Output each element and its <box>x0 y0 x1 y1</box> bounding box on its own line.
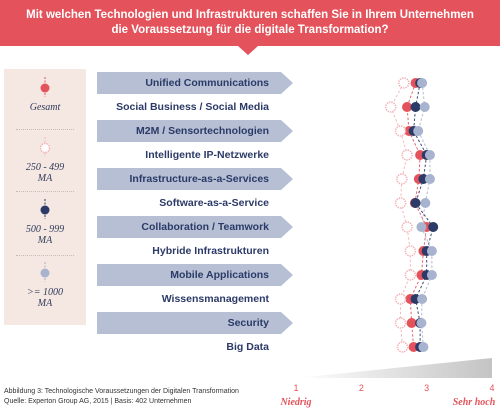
category-band <box>97 264 293 286</box>
data-point-250-499-ma <box>396 173 408 185</box>
question-line-2: die Voraussetzung für die digitale Trans… <box>111 24 389 36</box>
legend-divider <box>16 255 74 256</box>
category-label-big-data: Big Data <box>226 341 269 353</box>
question-line-1: Mit welchen Technologien und Infrastrukt… <box>26 9 474 21</box>
banner-notch <box>238 46 258 55</box>
data-point-250-499-ma <box>394 317 407 329</box>
data-point-1000-ma <box>416 318 427 328</box>
data-point-1000-ma <box>418 342 429 352</box>
x-label-high: Sehr hoch <box>453 397 496 408</box>
figure-footer: Abbildung 3: Technologische Voraussetzun… <box>4 387 239 407</box>
category-label-hybride-infrastrukturen: Hybride Infrastrukturen <box>152 245 269 257</box>
legend-marker-250-499 <box>39 137 51 157</box>
data-point-1000-ma <box>424 174 435 184</box>
data-point-250-499-ma <box>404 269 417 281</box>
scale-wedge <box>296 358 492 378</box>
legend-divider <box>16 191 74 192</box>
data-point-1000-ma <box>413 126 424 136</box>
category-band <box>97 216 293 238</box>
data-point-250-499-ma <box>394 293 407 305</box>
category-label-social-business-social-media: Social Business / Social Media <box>116 101 269 113</box>
x-tick-label: 1 <box>293 383 298 393</box>
legend-label-1000: >= 1000 MA <box>4 287 86 309</box>
legend-item-500-999: 500 - 999 MA <box>4 199 86 246</box>
legend-label-250-499: 250 - 499 MA <box>4 162 86 184</box>
data-point-250-499-ma <box>384 101 397 113</box>
figure-source: Quelle: Experton Group AG, 2015 | Basis:… <box>4 398 192 405</box>
category-label-software-as-a-service: Software-as-a-Service <box>159 197 269 209</box>
data-point-500-999-ma <box>410 198 421 208</box>
data-point-1000-ma <box>417 78 428 88</box>
category-band <box>97 120 293 142</box>
data-point-gesamt <box>406 318 417 328</box>
category-label-security: Security <box>227 317 269 329</box>
category-label-unified-communications: Unified Communications <box>145 77 269 89</box>
legend-label-1000-text: >= 1000 MA <box>27 287 63 309</box>
category-label-mobile-applications: Mobile Applications <box>170 269 269 281</box>
legend-marker-gesamt <box>40 77 50 97</box>
x-tick-label: 2 <box>359 383 364 393</box>
legend-label-500-999: 500 - 999 MA <box>4 224 86 246</box>
x-label-low: Niedrig <box>279 397 311 408</box>
x-tick-label: 3 <box>424 383 429 393</box>
legend-label-500-999-text: 500 - 999 MA <box>25 224 65 246</box>
data-point-1000-ma <box>416 222 427 232</box>
question-banner: Mit welchen Technologien und Infrastrukt… <box>0 0 500 46</box>
data-point-250-499-ma <box>396 341 409 353</box>
series-line-1000-ma <box>417 82 433 348</box>
category-label-intelligente-ip-netzwerke: Intelligente IP-Netzwerke <box>145 149 269 161</box>
data-point-250-499-ma <box>404 245 417 257</box>
legend-label-gesamt: Gesamt <box>29 102 61 113</box>
legend-marker-500-999 <box>40 199 50 219</box>
legend-item-1000: >= 1000 MA <box>4 262 86 309</box>
legend-item-250-499: 250 - 499 MA <box>4 137 86 184</box>
category-label-m2m-sensortechnologien: M2M / Sensortechnologien <box>135 125 269 137</box>
data-point-1000-ma <box>417 294 428 304</box>
data-point-250-499-ma <box>397 77 410 89</box>
series-line-250-499-ma <box>390 82 411 348</box>
legend-panel: Gesamt 250 - 499 MA 500 - 999 MA >= 1 <box>4 69 86 325</box>
figure-caption: Abbildung 3: Technologische Voraussetzun… <box>4 388 239 395</box>
data-point-250-499-ma <box>394 125 407 137</box>
data-point-gesamt <box>402 102 413 112</box>
x-tick-label: 4 <box>489 383 494 393</box>
legend-label-250-499-text: 250 - 499 MA <box>25 162 65 184</box>
category-label-infrastructure-as-a-services: Infrastructure-as-a-Services <box>129 173 269 185</box>
data-point-500-999-ma <box>410 102 421 112</box>
data-point-1000-ma <box>424 150 435 160</box>
category-band <box>97 72 293 94</box>
legend-marker-1000 <box>40 262 50 282</box>
data-point-1000-ma <box>426 270 437 280</box>
category-label-collaboration-teamwork: Collaboration / Teamwork <box>141 221 269 233</box>
data-point-1000-ma <box>420 198 431 208</box>
category-band <box>97 168 293 190</box>
category-band <box>97 312 293 334</box>
data-point-250-499-ma <box>401 221 413 233</box>
category-label-wissensmanagement: Wissensmanagement <box>161 293 269 305</box>
data-point-250-499-ma <box>394 197 407 209</box>
data-point-500-999-ma <box>428 222 439 232</box>
data-point-1000-ma <box>426 246 437 256</box>
data-point-250-499-ma <box>401 149 413 161</box>
legend-item-gesamt: Gesamt <box>4 77 86 113</box>
legend-divider <box>16 129 74 130</box>
data-point-1000-ma <box>419 102 430 112</box>
